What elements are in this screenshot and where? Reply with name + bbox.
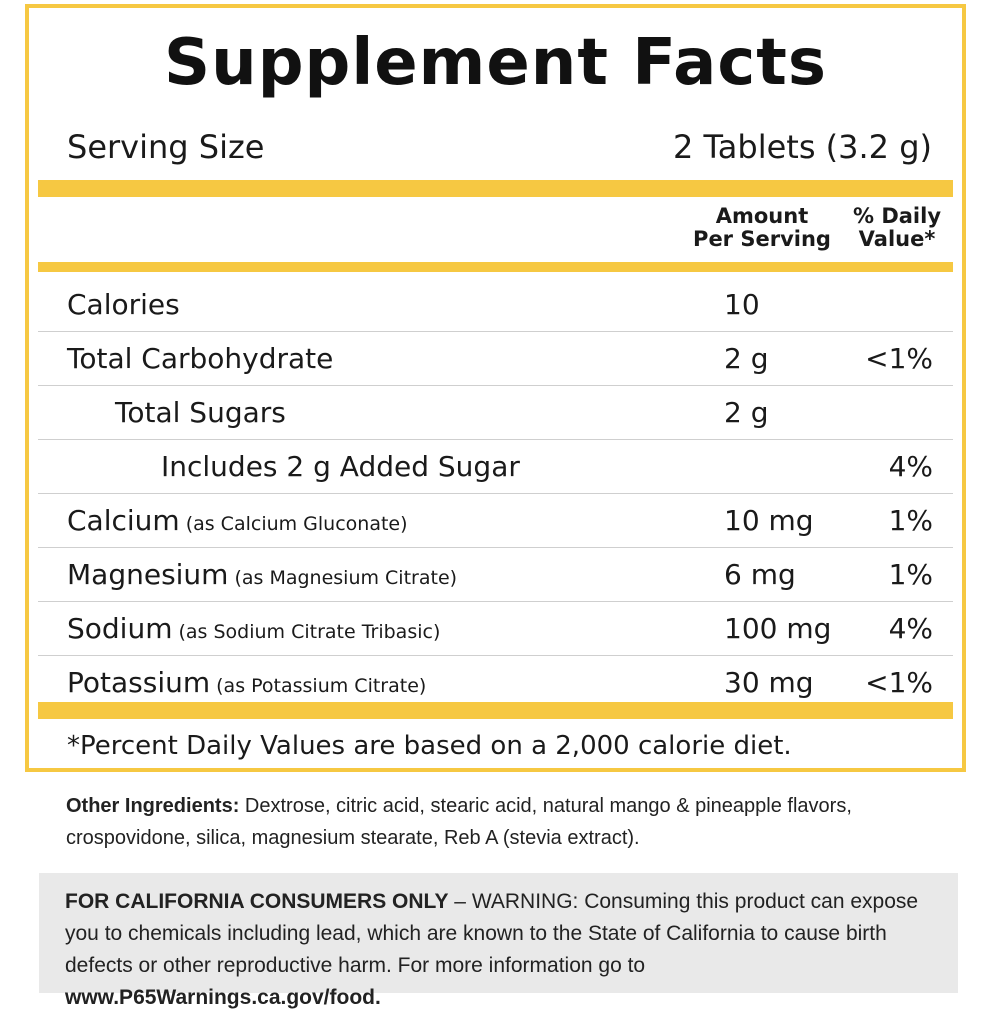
prop65-warning: FOR CALIFORNIA CONSUMERS ONLY – WARNING:…	[39, 873, 958, 1009]
nutrient-name: Potassium (as Potassium Citrate)	[67, 656, 426, 713]
nutrient-daily-value: 1%	[888, 504, 933, 537]
thick-divider-bottom	[38, 702, 953, 719]
nutrient-row-potassium: Potassium (as Potassium Citrate) 30 mg <1…	[38, 656, 953, 709]
medium-divider	[38, 262, 953, 272]
amount-header-line1: Amount	[715, 204, 809, 228]
nutrient-amount: 6 mg	[724, 558, 796, 591]
supplement-facts-panel: Supplement Facts Serving Size 2 Tablets …	[25, 4, 966, 772]
nutrient-amount: 10	[724, 288, 760, 321]
nutrient-name-main: Sodium	[67, 612, 173, 645]
daily-value-header: % Daily Value*	[837, 205, 957, 251]
other-ingredients-text: Dextrose, citric acid, stearic acid, nat…	[66, 795, 852, 849]
nutrient-row-magnesium: Magnesium (as Magnesium Citrate) 6 mg 1%	[38, 548, 953, 602]
nutrient-amount: 2 g	[724, 342, 769, 375]
nutrient-source: (as Sodium Citrate Tribasic)	[178, 621, 441, 643]
thick-divider-top	[38, 180, 953, 197]
nutrient-row-total-sugars: Total Sugars 2 g	[38, 386, 953, 440]
other-ingredients-label: Other Ingredients:	[66, 795, 240, 817]
nutrient-source: (as Magnesium Citrate)	[234, 567, 458, 589]
amount-header-line2: Per Serving	[693, 227, 831, 251]
nutrient-name: Calcium (as Calcium Gluconate)	[67, 494, 408, 551]
nutrient-source: (as Potassium Citrate)	[216, 675, 427, 697]
warning-text: – WARNING: Consuming this product can ex…	[65, 890, 919, 977]
nutrient-name-main: Magnesium	[67, 558, 229, 591]
serving-size-row: Serving Size 2 Tablets (3.2 g)	[67, 128, 932, 168]
nutrient-name: Includes 2 g Added Sugar	[161, 450, 520, 483]
warning-link[interactable]: www.P65Warnings.ca.gov/food.	[65, 986, 381, 1009]
nutrient-name: Calories	[67, 288, 180, 321]
nutrient-source: (as Calcium Gluconate)	[185, 513, 408, 535]
nutrient-row-sodium: Sodium (as Sodium Citrate Tribasic) 100 m…	[38, 602, 953, 656]
nutrient-daily-value: 4%	[888, 450, 933, 483]
nutrient-row-added-sugar: Includes 2 g Added Sugar 4%	[38, 440, 953, 494]
nutrient-name: Magnesium (as Magnesium Citrate)	[67, 548, 457, 605]
nutrient-row-calcium: Calcium (as Calcium Gluconate) 10 mg 1%	[38, 494, 953, 548]
nutrient-amount: 30 mg	[724, 666, 814, 699]
nutrient-daily-value: <1%	[865, 342, 933, 375]
warning-prefix: FOR CALIFORNIA CONSUMERS ONLY	[65, 890, 449, 913]
panel-title: Supplement Facts	[164, 26, 827, 100]
dv-header-line1: % Daily	[852, 204, 942, 228]
nutrient-amount: 2 g	[724, 396, 769, 429]
nutrient-name: Sodium (as Sodium Citrate Tribasic)	[67, 602, 440, 659]
serving-size-label: Serving Size	[67, 128, 265, 166]
nutrient-name-main: Potassium	[67, 666, 211, 699]
serving-size-value: 2 Tablets (3.2 g)	[672, 128, 932, 166]
nutrient-amount: 100 mg	[724, 612, 832, 645]
nutrient-amount: 10 mg	[724, 504, 814, 537]
nutrient-name: Total Carbohydrate	[67, 342, 334, 375]
daily-value-footnote: *Percent Daily Values are based on a 2,0…	[67, 731, 792, 761]
nutrient-daily-value: <1%	[865, 666, 933, 699]
nutrient-name-main: Calcium	[67, 504, 180, 537]
nutrient-row-total-carbohydrate: Total Carbohydrate 2 g <1%	[38, 332, 953, 386]
nutrient-name: Total Sugars	[115, 396, 286, 429]
other-ingredients: Other Ingredients: Dextrose, citric acid…	[66, 790, 946, 854]
nutrient-daily-value: 4%	[888, 612, 933, 645]
nutrient-daily-value: 1%	[888, 558, 933, 591]
amount-per-serving-header: Amount Per Serving	[689, 205, 835, 251]
nutrient-row-calories: Calories 10	[38, 278, 953, 332]
dv-header-line2: Value*	[858, 227, 936, 251]
